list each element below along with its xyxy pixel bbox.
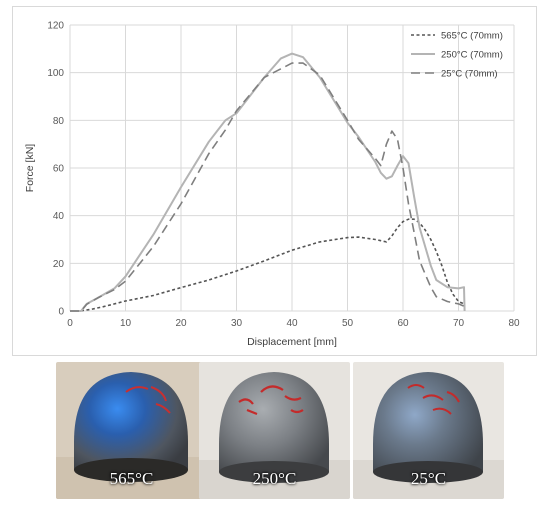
x-tick-label: 0 (67, 318, 73, 329)
photo-label-565: 565°C (109, 469, 154, 488)
x-tick-label: 10 (120, 318, 132, 329)
x-tick-label: 20 (175, 318, 187, 329)
y-tick-label: 120 (47, 21, 64, 32)
x-tick-label: 70 (453, 318, 465, 329)
y-tick-label: 40 (53, 211, 65, 222)
x-tick-label: 80 (508, 318, 520, 329)
y-tick-label: 100 (47, 68, 64, 79)
series-line-0 (69, 218, 465, 312)
y-tick-label: 0 (58, 307, 64, 318)
x-tick-label: 50 (342, 318, 354, 329)
steel-cap-565-image (56, 362, 207, 499)
legend-label: 250°C (70mm) (441, 50, 503, 61)
photo-label-250: 250°C (252, 469, 297, 488)
x-axis-label: Displacement [mm] (247, 336, 337, 348)
legend-label: 25°C (70mm) (441, 69, 498, 80)
steel-cap-25-image (353, 362, 504, 499)
x-tick-label: 40 (286, 318, 298, 329)
y-tick-label: 80 (53, 116, 65, 127)
photo-565: 565°C (56, 362, 207, 499)
series-line-2 (70, 62, 465, 312)
y-tick-label: 20 (53, 259, 65, 270)
photo-25: 25°C (353, 362, 504, 499)
force-displacement-chart: 0 10 20 30 40 50 60 70 80 0 20 40 60 80 100 120 Displace… (24, 21, 520, 349)
photo-label-25: 25°C (410, 469, 447, 488)
y-tick-label: 60 (53, 164, 65, 175)
steel-cap-250-image (199, 362, 350, 499)
chart-frame: 0 10 20 30 40 50 60 70 80 0 20 40 60 80 100 120 Displace… (12, 6, 537, 356)
x-tick-label: 60 (397, 318, 409, 329)
photo-250: 250°C (199, 362, 350, 499)
series-line-1 (70, 52, 466, 312)
x-tick-label: 30 (231, 318, 243, 329)
y-axis-label: Force [kN] (24, 144, 36, 193)
legend-label: 565°C (70mm) (441, 31, 503, 42)
